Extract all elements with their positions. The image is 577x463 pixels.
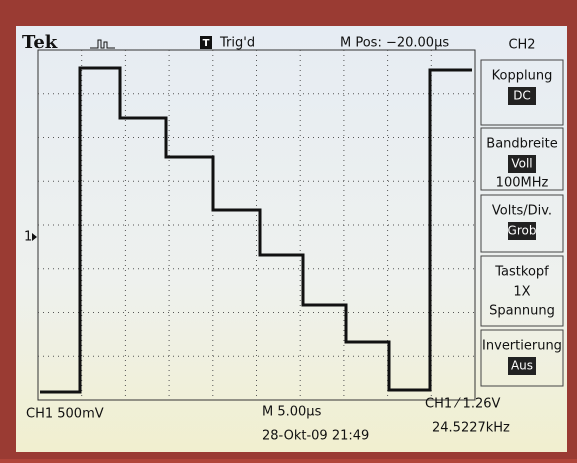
menu-label: Tastkopf — [494, 265, 549, 280]
menu-label: Volts/Div. — [492, 204, 552, 219]
oscilloscope-screen: Tek T Trig'd M Pos: −20.00µs 1 CH2Kopplu… — [0, 0, 577, 459]
channel-scale: CH1 500mV — [26, 407, 104, 422]
page: Tek T Trig'd M Pos: −20.00µs 1 CH2Kopplu… — [0, 0, 577, 459]
trigger-icon: T — [203, 38, 210, 49]
display — [16, 26, 567, 452]
channel-marker: 1 — [24, 230, 32, 245]
menu-value: Grob — [508, 224, 537, 238]
menu-label: Invertierung — [482, 339, 562, 354]
menu-title: CH2 — [508, 38, 535, 53]
trigger-status: Trig'd — [219, 36, 255, 51]
menu-value: Aus — [511, 359, 533, 373]
timestamp: 28-Okt-09 21:49 — [262, 429, 369, 444]
frequency: 24.5227kHz — [432, 421, 510, 436]
menu-label: Bandbreite — [486, 137, 557, 152]
menu-value: Voll — [511, 157, 532, 171]
menu-value: DC — [513, 89, 531, 103]
menu-label: Kopplung — [492, 69, 553, 84]
menu-extra: Spannung — [489, 304, 555, 319]
position: M Pos: −20.00µs — [340, 36, 449, 51]
time-scale: M 5.00µs — [262, 405, 322, 420]
menu-value: 1X — [513, 285, 530, 300]
menu-extra: 100MHz — [496, 176, 549, 191]
trigger-level: CH1 ⁄ 1.26V — [425, 397, 501, 412]
